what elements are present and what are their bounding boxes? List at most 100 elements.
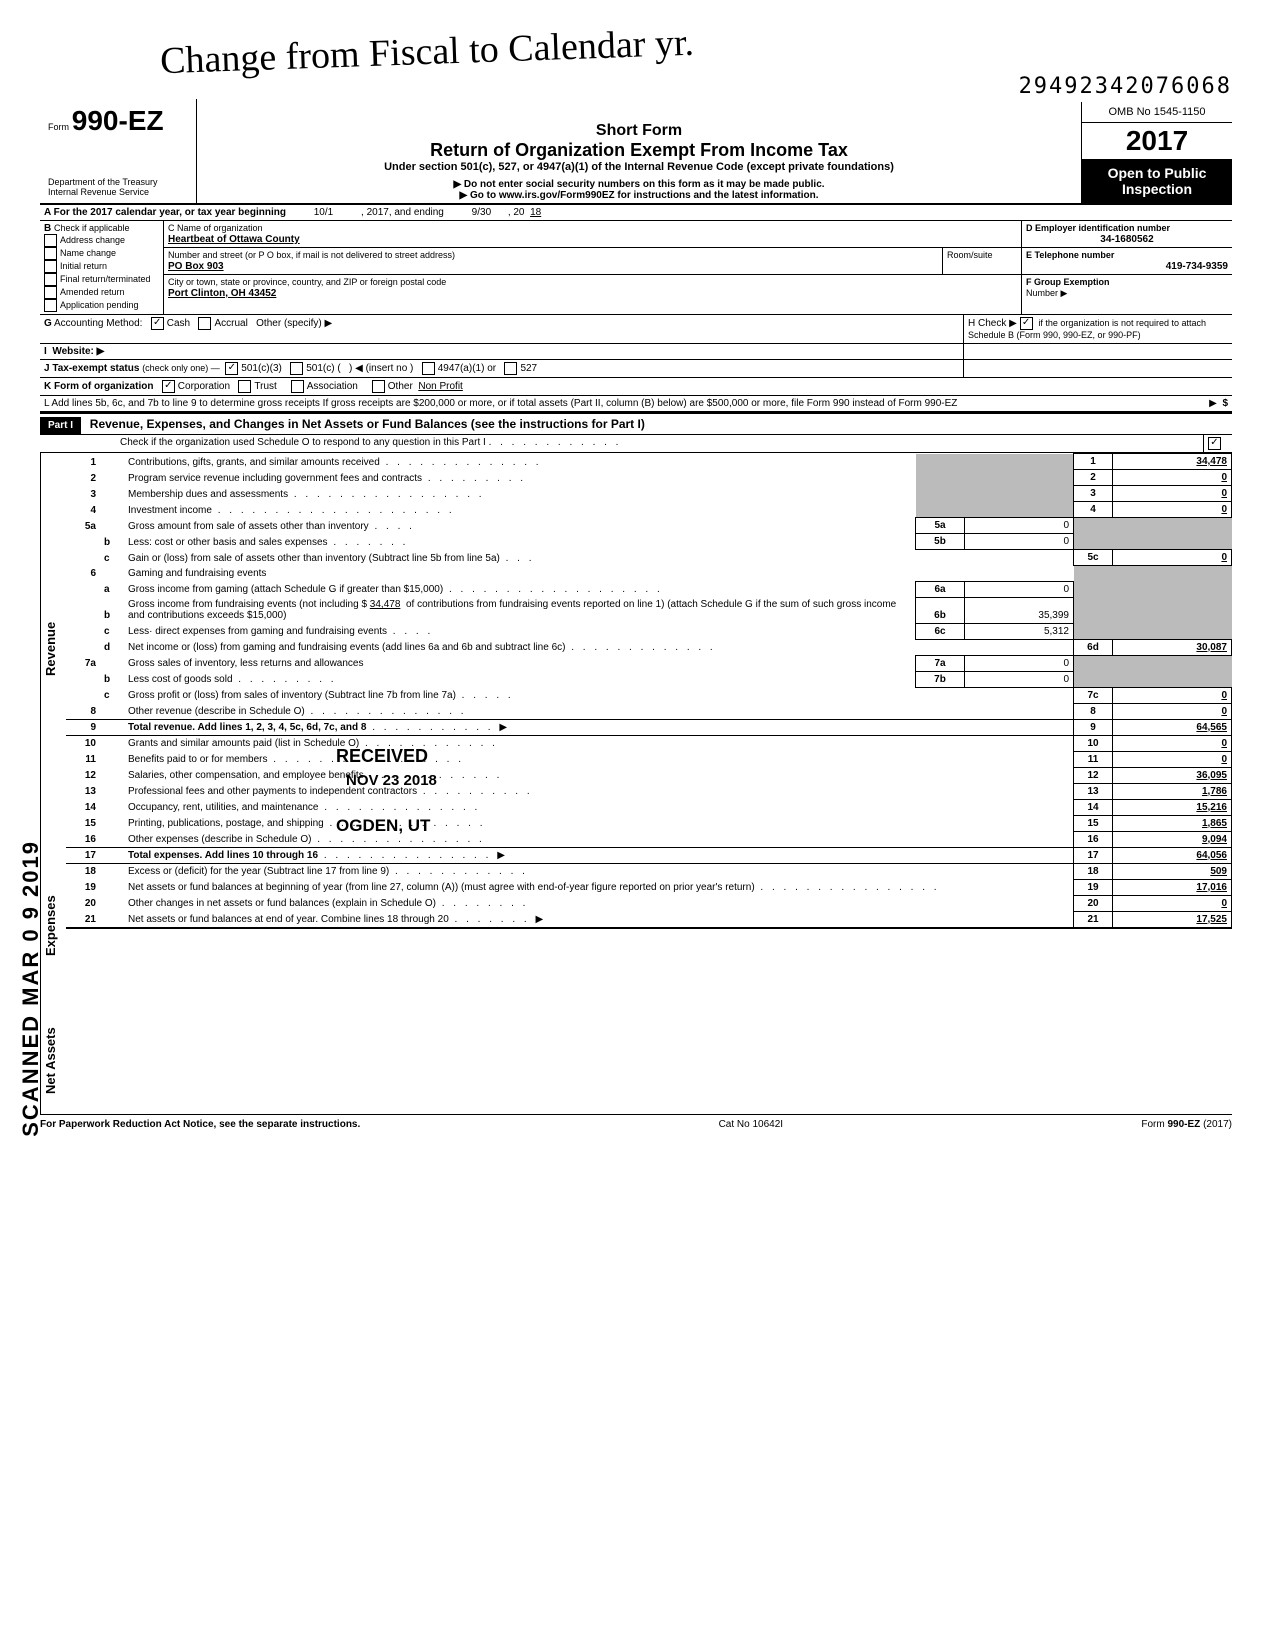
- chk-schedule-b[interactable]: ✓: [1020, 317, 1033, 330]
- box-f-number: Number ▶: [1026, 288, 1067, 298]
- year-prefix: 20: [1126, 125, 1157, 156]
- line-14: 14 Occupancy, rent, utilities, and maint…: [66, 799, 1232, 815]
- tax-year-end: 9/30: [472, 207, 491, 218]
- line-8: 8 Other revenue (describe in Schedule O)…: [66, 703, 1232, 719]
- line-k: K Form of organization ✓Corporation Trus…: [40, 378, 1232, 396]
- other-org-value: Non Profit: [418, 381, 462, 392]
- line-a-suffix: , 20: [508, 207, 525, 218]
- line-5c: c Gain or (loss) from sale of assets oth…: [66, 550, 1232, 566]
- chk-part1-schedule-o[interactable]: ✓: [1208, 437, 1221, 450]
- side-revenue: Revenue: [40, 453, 60, 845]
- chk-initial-return[interactable]: [44, 260, 57, 273]
- line-i-label: Website: ▶: [52, 346, 104, 357]
- line-7a: 7a Gross sales of inventory, less return…: [66, 655, 1232, 671]
- amt-1: 34,478: [1113, 454, 1232, 470]
- open-public-1: Open to Public: [1088, 165, 1226, 181]
- line-19: 19 Net assets or fund balances at beginn…: [66, 879, 1232, 895]
- line-k-head: K Form of organization: [44, 381, 153, 392]
- line-7c: c Gross profit or (loss) from sales of i…: [66, 687, 1232, 703]
- open-public-2: Inspection: [1088, 181, 1226, 197]
- line-g-h: G Accounting Method: ✓Cash Accrual Other…: [40, 315, 1232, 344]
- line-11: 11 Benefits paid to or for members . . .…: [66, 751, 1232, 767]
- chk-amended-return[interactable]: [44, 286, 57, 299]
- part-1-header: Part I Revenue, Expenses, and Changes in…: [40, 412, 1232, 435]
- received-date: NOV 23 2018: [346, 771, 437, 791]
- chk-final-return[interactable]: [44, 273, 57, 286]
- line-13: 13 Professional fees and other payments …: [66, 783, 1232, 799]
- amt-21: 17,525: [1113, 911, 1232, 928]
- phone-value: 419-734-9359: [1166, 261, 1228, 272]
- lbl-4947: 4947(a)(1) or: [438, 363, 496, 374]
- line-12: 12 Salaries, other compensation, and emp…: [66, 767, 1232, 783]
- form-header: Form 990-EZ Department of the Treasury I…: [40, 99, 1232, 205]
- line-16: 16 Other expenses (describe in Schedule …: [66, 831, 1232, 847]
- line-6c: c Less· direct expenses from gaming and …: [66, 623, 1232, 639]
- part-1-label: Part I: [40, 417, 81, 434]
- line-l-text: L Add lines 5b, 6c, and 7b to line 9 to …: [44, 398, 957, 409]
- amt-6b: 35,399: [965, 597, 1074, 623]
- amt-8: 0: [1113, 703, 1232, 719]
- chk-cash[interactable]: ✓: [151, 317, 164, 330]
- irs-label: Internal Revenue Service: [48, 187, 188, 197]
- amt-5c: 0: [1113, 550, 1232, 566]
- page-footer: For Paperwork Reduction Act Notice, see …: [40, 1114, 1232, 1130]
- amt-6a: 0: [965, 581, 1074, 597]
- chk-4947[interactable]: [422, 362, 435, 375]
- year-big: 17: [1157, 125, 1188, 156]
- lbl-501c3: 501(c)(3): [241, 363, 282, 374]
- part-1-check-row: Check if the organization used Schedule …: [40, 435, 1232, 453]
- line-6d: d Net income or (loss) from gaming and f…: [66, 639, 1232, 655]
- chk-address-change[interactable]: [44, 234, 57, 247]
- amt-17: 64,056: [1113, 847, 1232, 863]
- line-g-acct: Accounting Method:: [54, 318, 142, 329]
- lbl-application-pending: Application pending: [60, 300, 139, 310]
- line-2: 2 Program service revenue including gove…: [66, 470, 1232, 486]
- chk-accrual[interactable]: [198, 317, 211, 330]
- lbl-address-change: Address change: [60, 235, 125, 245]
- line-3: 3 Membership dues and assessments . . . …: [66, 486, 1232, 502]
- amt-15: 1,865: [1113, 815, 1232, 831]
- lbl-name-change: Name change: [60, 248, 116, 258]
- line-5b: b Less: cost or other basis and sales ex…: [66, 534, 1232, 550]
- lbl-527: 527: [520, 363, 537, 374]
- chk-corporation[interactable]: ✓: [162, 380, 175, 393]
- chk-name-change[interactable]: [44, 247, 57, 260]
- amt-7a: 0: [965, 655, 1074, 671]
- room-suite-head: Room/suite: [947, 250, 993, 260]
- line-h-text: H Check ▶: [968, 318, 1017, 329]
- chk-trust[interactable]: [238, 380, 251, 393]
- line-17: 17 Total expenses. Add lines 10 through …: [66, 847, 1232, 863]
- line-5a: 5a Gross amount from sale of assets othe…: [66, 518, 1232, 534]
- line-4: 4 Investment income . . . . . . . . . . …: [66, 502, 1232, 518]
- amt-20: 0: [1113, 895, 1232, 911]
- amt-7b: 0: [965, 671, 1074, 687]
- line-l-dollar: $: [1222, 398, 1228, 409]
- chk-application-pending[interactable]: [44, 299, 57, 312]
- amt-6c: 5,312: [965, 623, 1074, 639]
- amt-6d: 30,087: [1113, 639, 1232, 655]
- line-6a: a Gross income from gaming (attach Sched…: [66, 581, 1232, 597]
- line-a-text: A For the 2017 calendar year, or tax yea…: [44, 207, 286, 218]
- lbl-501c-after: ) ◀ (insert no ): [349, 363, 413, 374]
- line-6: 6 Gaming and fundraising events: [66, 566, 1232, 582]
- amt-2: 0: [1113, 470, 1232, 486]
- amt-10: 0: [1113, 735, 1232, 751]
- box-d-head: D Employer identification number: [1026, 223, 1170, 233]
- goto-url: ▶ Go to www.irs.gov/Form990EZ for instru…: [203, 190, 1075, 201]
- header-info-block: B Check if applicable Address change Nam…: [40, 221, 1232, 315]
- chk-other-org[interactable]: [372, 380, 385, 393]
- lbl-final-return: Final return/terminated: [60, 274, 151, 284]
- chk-501c3[interactable]: ✓: [225, 362, 238, 375]
- ein-value: 34-1680562: [1100, 234, 1153, 245]
- side-expenses: Expenses: [40, 845, 60, 1007]
- tax-year-begin: 10/1: [314, 207, 333, 218]
- form-label: Form: [48, 122, 69, 132]
- line-7b: b Less cost of goods sold . . . . . . . …: [66, 671, 1232, 687]
- chk-527[interactable]: [504, 362, 517, 375]
- part-1-body: Revenue Expenses Net Assets RECEIVED NOV…: [40, 453, 1232, 1114]
- city-head: City or town, state or province, country…: [168, 277, 446, 287]
- amt-5a: 0: [965, 518, 1074, 534]
- chk-association[interactable]: [291, 380, 304, 393]
- chk-501c[interactable]: [290, 362, 303, 375]
- amt-19: 17,016: [1113, 879, 1232, 895]
